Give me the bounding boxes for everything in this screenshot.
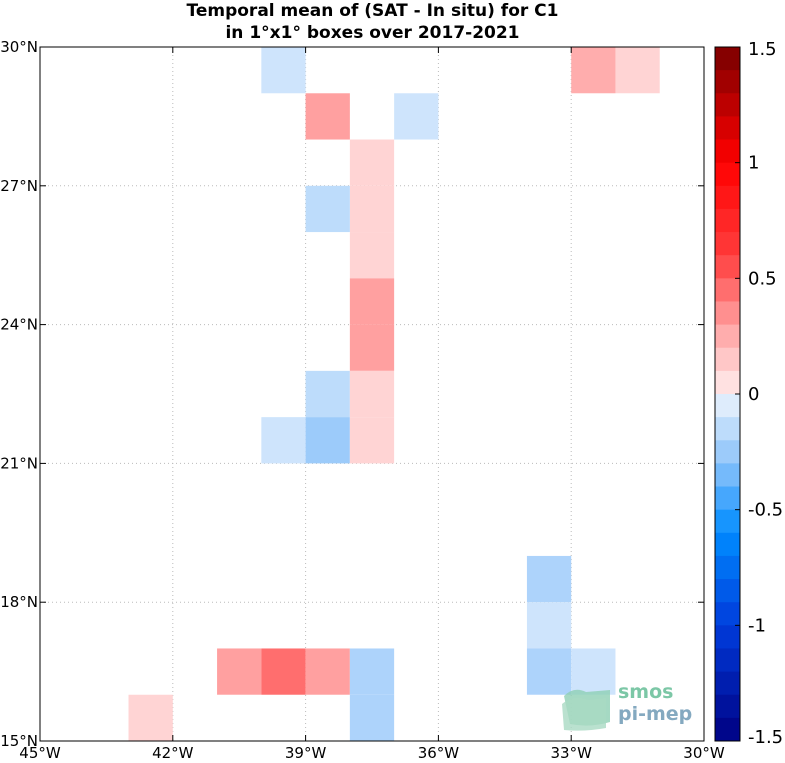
heatmap-cell (349, 324, 395, 371)
heatmap-cell (349, 232, 395, 279)
colorbar-segment (715, 47, 740, 71)
y-tick-label: 24°N (0, 316, 38, 334)
x-tick-label: 42°W (152, 744, 194, 762)
chart-title: Temporal mean of (SAT - In situ) for C1 … (0, 0, 745, 44)
colorbar-segment (715, 579, 740, 603)
y-axis: 15°N 18°N 21°N 24°N 27°N 30°N (0, 38, 704, 750)
colorbar-segment (715, 694, 740, 719)
colorbar-tick-label: 0.5 (748, 268, 777, 289)
heatmap-cell (349, 370, 395, 418)
colorbar-segment (715, 162, 740, 187)
colorbar-tick-label: -1.5 (748, 727, 783, 748)
heatmap-cell (217, 648, 262, 695)
colorbar-segment (715, 208, 740, 233)
colorbar-segment (715, 116, 740, 141)
heatmap-cell (526, 648, 572, 695)
colorbar-segment (715, 717, 740, 742)
logo-text-smos: smos (618, 681, 674, 703)
x-tick-label: 45°W (19, 744, 61, 762)
heatmap-cell (261, 648, 306, 695)
plot-frame (39, 46, 705, 742)
chart-title-line-2: in 1°x1° boxes over 2017-2021 (225, 23, 520, 43)
colorbar-segment (715, 463, 740, 488)
heatmap-cell (261, 47, 306, 94)
heatmap-cell (526, 555, 572, 603)
heatmap-cell (571, 648, 616, 695)
colorbar-tick-label: -1 (748, 615, 766, 636)
heatmap-cell (261, 417, 306, 464)
y-tick-label: 18°N (0, 593, 38, 611)
heatmap-cell (305, 417, 350, 464)
colorbar-segment (715, 555, 740, 580)
colorbar-tick-label: 0 (748, 384, 759, 405)
heatmap-cell (128, 694, 173, 741)
colorbar-segment (715, 509, 740, 534)
y-tick-label: 30°N (0, 38, 38, 56)
y-tick-label: 15°N (0, 732, 38, 750)
colorbar-segment (715, 93, 740, 117)
y-tick-label: 27°N (0, 177, 38, 195)
colorbar-segment (715, 255, 740, 279)
colorbar-segment (715, 602, 740, 626)
heatmap-cell (394, 93, 439, 140)
colorbar-segment (715, 324, 740, 349)
colorbar-segment (715, 625, 740, 649)
y-tick-label: 21°N (0, 454, 38, 472)
heatmap-cell (349, 185, 395, 233)
heatmap-cell (305, 93, 350, 140)
colorbar-segment (715, 185, 740, 210)
smos-pi-mep-logo: smos pi-mep (560, 682, 700, 732)
x-tick-label: 30°W (683, 744, 725, 762)
heatmap-cell (305, 648, 350, 695)
plot-cells (128, 47, 660, 741)
colorbar-segment (715, 486, 740, 511)
colorbar: 1.5 1 0.5 0 -0.5 -1 -1.5 (714, 39, 783, 748)
colorbar-segment (715, 347, 740, 372)
heatmap-cell (349, 694, 395, 741)
colorbar-segment (715, 139, 740, 164)
heatmap-cell (305, 370, 350, 418)
colorbar-segment (715, 417, 740, 441)
logo-wave-icon (562, 689, 610, 731)
colorbar-segment (715, 394, 740, 418)
chart-title-line-1: Temporal mean of (SAT - In situ) for C1 (186, 1, 559, 21)
colorbar-segment (715, 232, 740, 256)
colorbar-segment (715, 278, 740, 302)
colorbar-tick-label: 1.5 (748, 39, 777, 60)
x-axis: 45°W 42°W 39°W 36°W 33°W 30°W (19, 47, 725, 762)
logo-text-pi-mep: pi-mep (618, 703, 693, 725)
heatmap-cell (349, 417, 395, 464)
heatmap-cell (349, 139, 395, 186)
colorbar-tick-label: 1 (748, 153, 759, 174)
colorbar-segment (715, 70, 740, 94)
colorbar-tick-label: -0.5 (748, 500, 783, 521)
x-tick-label: 36°W (418, 744, 460, 762)
colorbar-segment (715, 532, 740, 557)
heatmap-cell (571, 47, 616, 94)
heatmap-cell (305, 185, 350, 233)
heatmap-cell (526, 602, 572, 649)
colorbar-segment (715, 301, 740, 326)
heatmap-cell (615, 47, 660, 94)
x-tick-label: 33°W (550, 744, 592, 762)
colorbar-segment (715, 370, 740, 395)
heatmap-cell (349, 278, 395, 325)
colorbar-segment (715, 671, 740, 696)
heatmap-cell (349, 648, 395, 695)
colorbar-segment (715, 648, 740, 673)
colorbar-segment (715, 440, 740, 464)
x-tick-label: 39°W (285, 744, 327, 762)
